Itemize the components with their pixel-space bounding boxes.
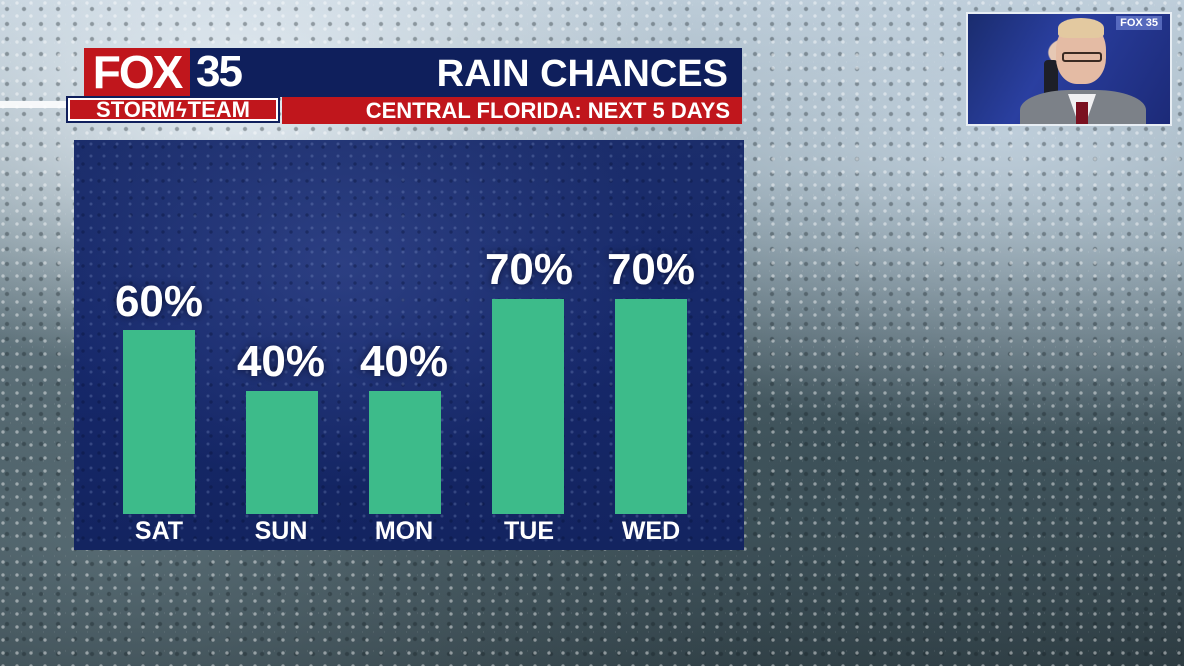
bar-label-sun: SUN xyxy=(254,517,308,545)
bar-value-sun: 40% xyxy=(236,337,326,386)
presenter-hair xyxy=(1058,18,1104,38)
bar-value-wed: 70% xyxy=(606,245,696,294)
bar-tue xyxy=(492,299,564,514)
glasses-icon xyxy=(1062,52,1102,62)
bar-sat xyxy=(123,330,195,514)
bar-sun xyxy=(246,391,318,514)
storm-team-logo: STORMϟTEAM xyxy=(66,96,280,123)
chart-title: RAIN CHANCES xyxy=(262,48,742,97)
bar-value-tue: 70% xyxy=(484,245,574,294)
storm-label: STORM xyxy=(96,97,176,122)
accent-line xyxy=(0,101,70,108)
bar-mon xyxy=(369,391,441,514)
bar-value-sat: 60% xyxy=(114,277,204,326)
meteorologist-video-inset: FOX 35 xyxy=(966,12,1172,126)
inset-station-logo: FOX 35 xyxy=(1116,16,1162,30)
fox-logo: FOX xyxy=(84,48,190,96)
channel-number: 35 xyxy=(190,48,262,96)
bar-label-tue: TUE xyxy=(504,517,554,545)
bar-label-sat: SAT xyxy=(134,517,184,545)
lightning-bolt-icon: ϟ xyxy=(176,100,187,122)
bar-label-wed: WED xyxy=(621,517,681,545)
bar-value-mon: 40% xyxy=(359,337,449,386)
team-label: TEAM xyxy=(187,97,250,122)
bar-label-mon: MON xyxy=(374,517,434,545)
bar-wed xyxy=(615,299,687,514)
bar-chart-panel: 60% SAT 40% SUN 40% MON 70% TUE 70% WED xyxy=(74,140,744,550)
presenter-tie xyxy=(1076,102,1088,124)
chart-subtitle: CENTRAL FLORIDA: NEXT 5 DAYS xyxy=(282,97,742,124)
